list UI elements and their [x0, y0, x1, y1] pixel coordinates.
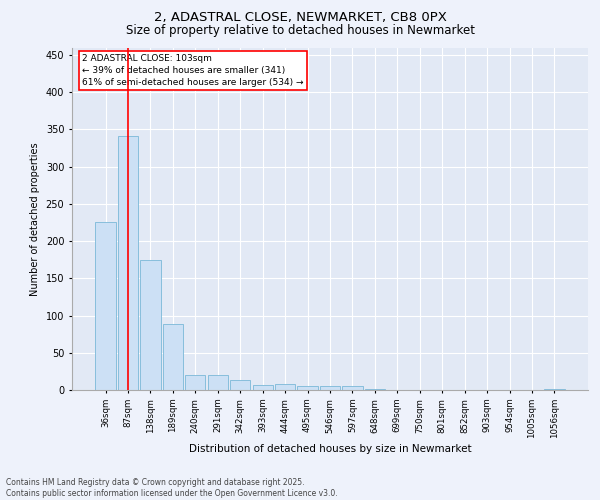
Bar: [95, 222, 116, 390]
Bar: [298, 386, 317, 390]
Bar: [343, 386, 362, 390]
Y-axis label: Number of detached properties: Number of detached properties: [30, 142, 40, 296]
Bar: [320, 386, 340, 390]
Text: Contains HM Land Registry data © Crown copyright and database right 2025.
Contai: Contains HM Land Registry data © Crown c…: [6, 478, 338, 498]
Bar: [185, 375, 205, 390]
Bar: [140, 260, 161, 390]
Text: Size of property relative to detached houses in Newmarket: Size of property relative to detached ho…: [125, 24, 475, 37]
Text: 2 ADASTRAL CLOSE: 103sqm
← 39% of detached houses are smaller (341)
61% of semi-: 2 ADASTRAL CLOSE: 103sqm ← 39% of detach…: [82, 54, 304, 87]
Bar: [208, 375, 228, 390]
Text: 2, ADASTRAL CLOSE, NEWMARKET, CB8 0PX: 2, ADASTRAL CLOSE, NEWMARKET, CB8 0PX: [154, 11, 446, 24]
Bar: [118, 136, 138, 390]
Bar: [230, 380, 250, 390]
Bar: [275, 384, 295, 390]
Bar: [253, 385, 273, 390]
X-axis label: Distribution of detached houses by size in Newmarket: Distribution of detached houses by size …: [188, 444, 472, 454]
Bar: [163, 324, 183, 390]
